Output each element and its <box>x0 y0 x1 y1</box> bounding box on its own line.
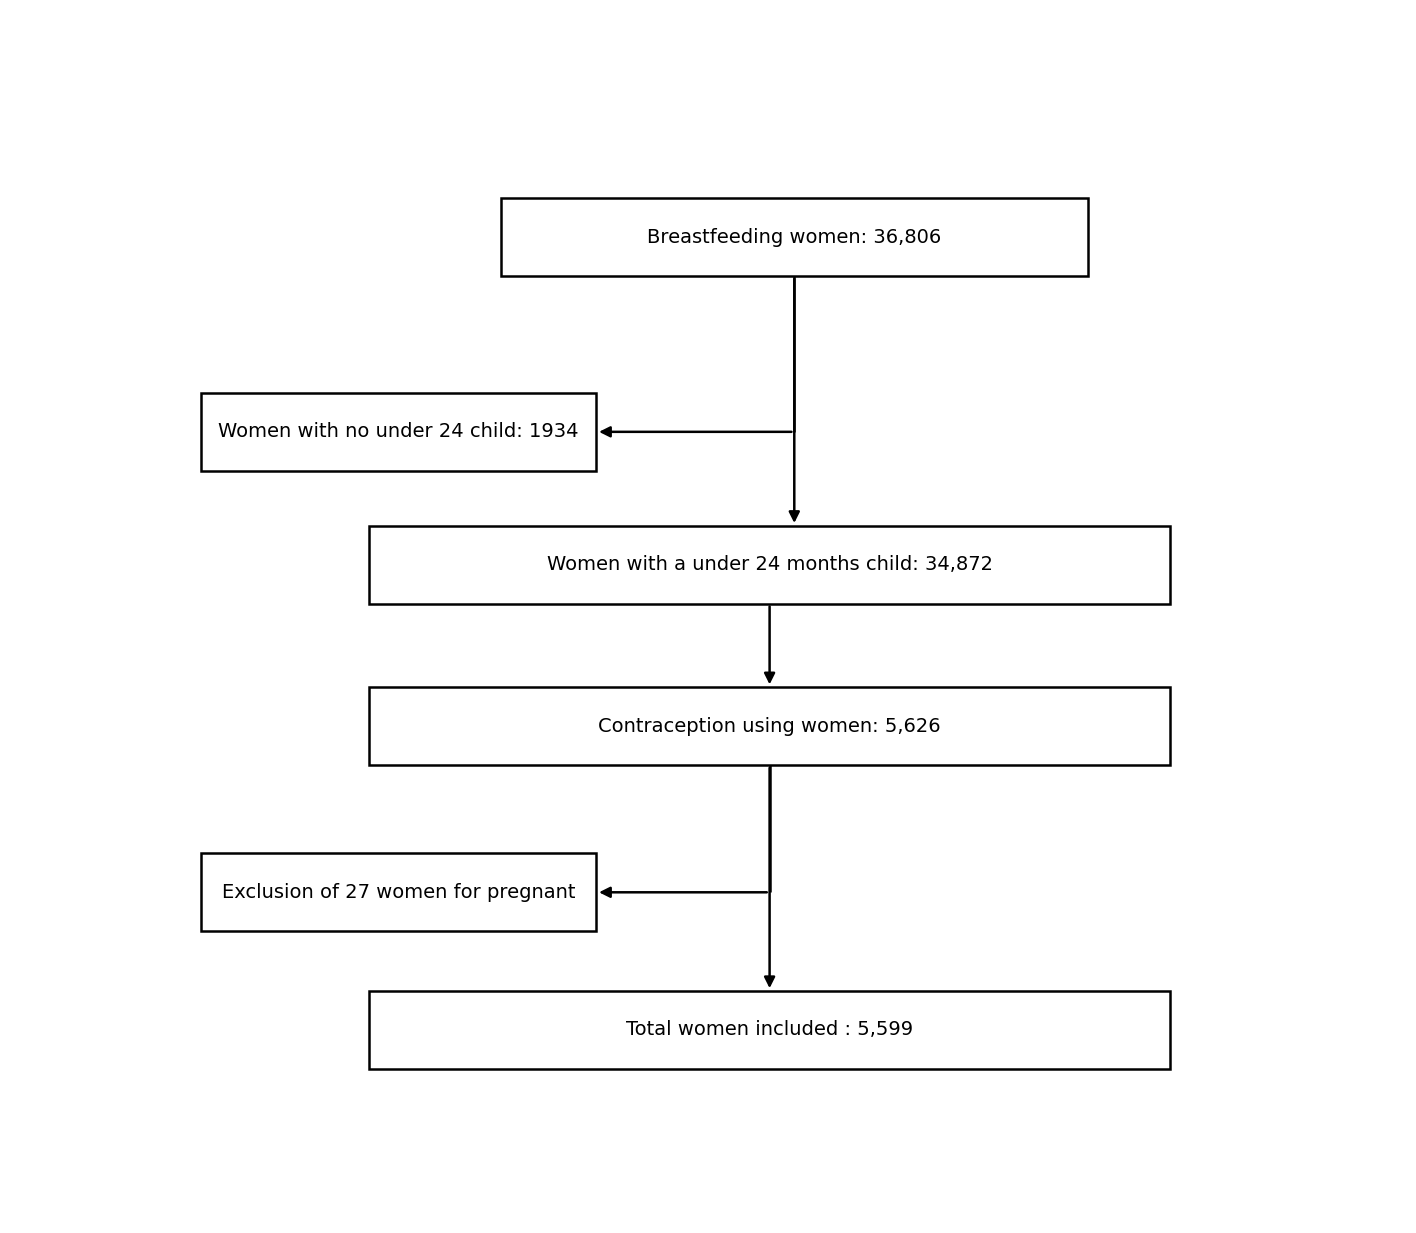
Text: Exclusion of 27 women for pregnant: Exclusion of 27 women for pregnant <box>222 883 575 901</box>
Bar <box>370 525 1170 604</box>
Text: Contraception using women: 5,626: Contraception using women: 5,626 <box>599 716 940 736</box>
Text: Women with a under 24 months child: 34,872: Women with a under 24 months child: 34,8… <box>547 555 993 575</box>
Text: Total women included : 5,599: Total women included : 5,599 <box>626 1021 913 1039</box>
Bar <box>201 393 596 471</box>
Bar <box>201 853 596 931</box>
Text: Women with no under 24 child: 1934: Women with no under 24 child: 1934 <box>218 423 579 441</box>
Bar <box>370 687 1170 764</box>
Bar <box>501 199 1087 276</box>
Bar <box>370 991 1170 1069</box>
Text: Breastfeeding women: 36,806: Breastfeeding women: 36,806 <box>647 228 942 247</box>
